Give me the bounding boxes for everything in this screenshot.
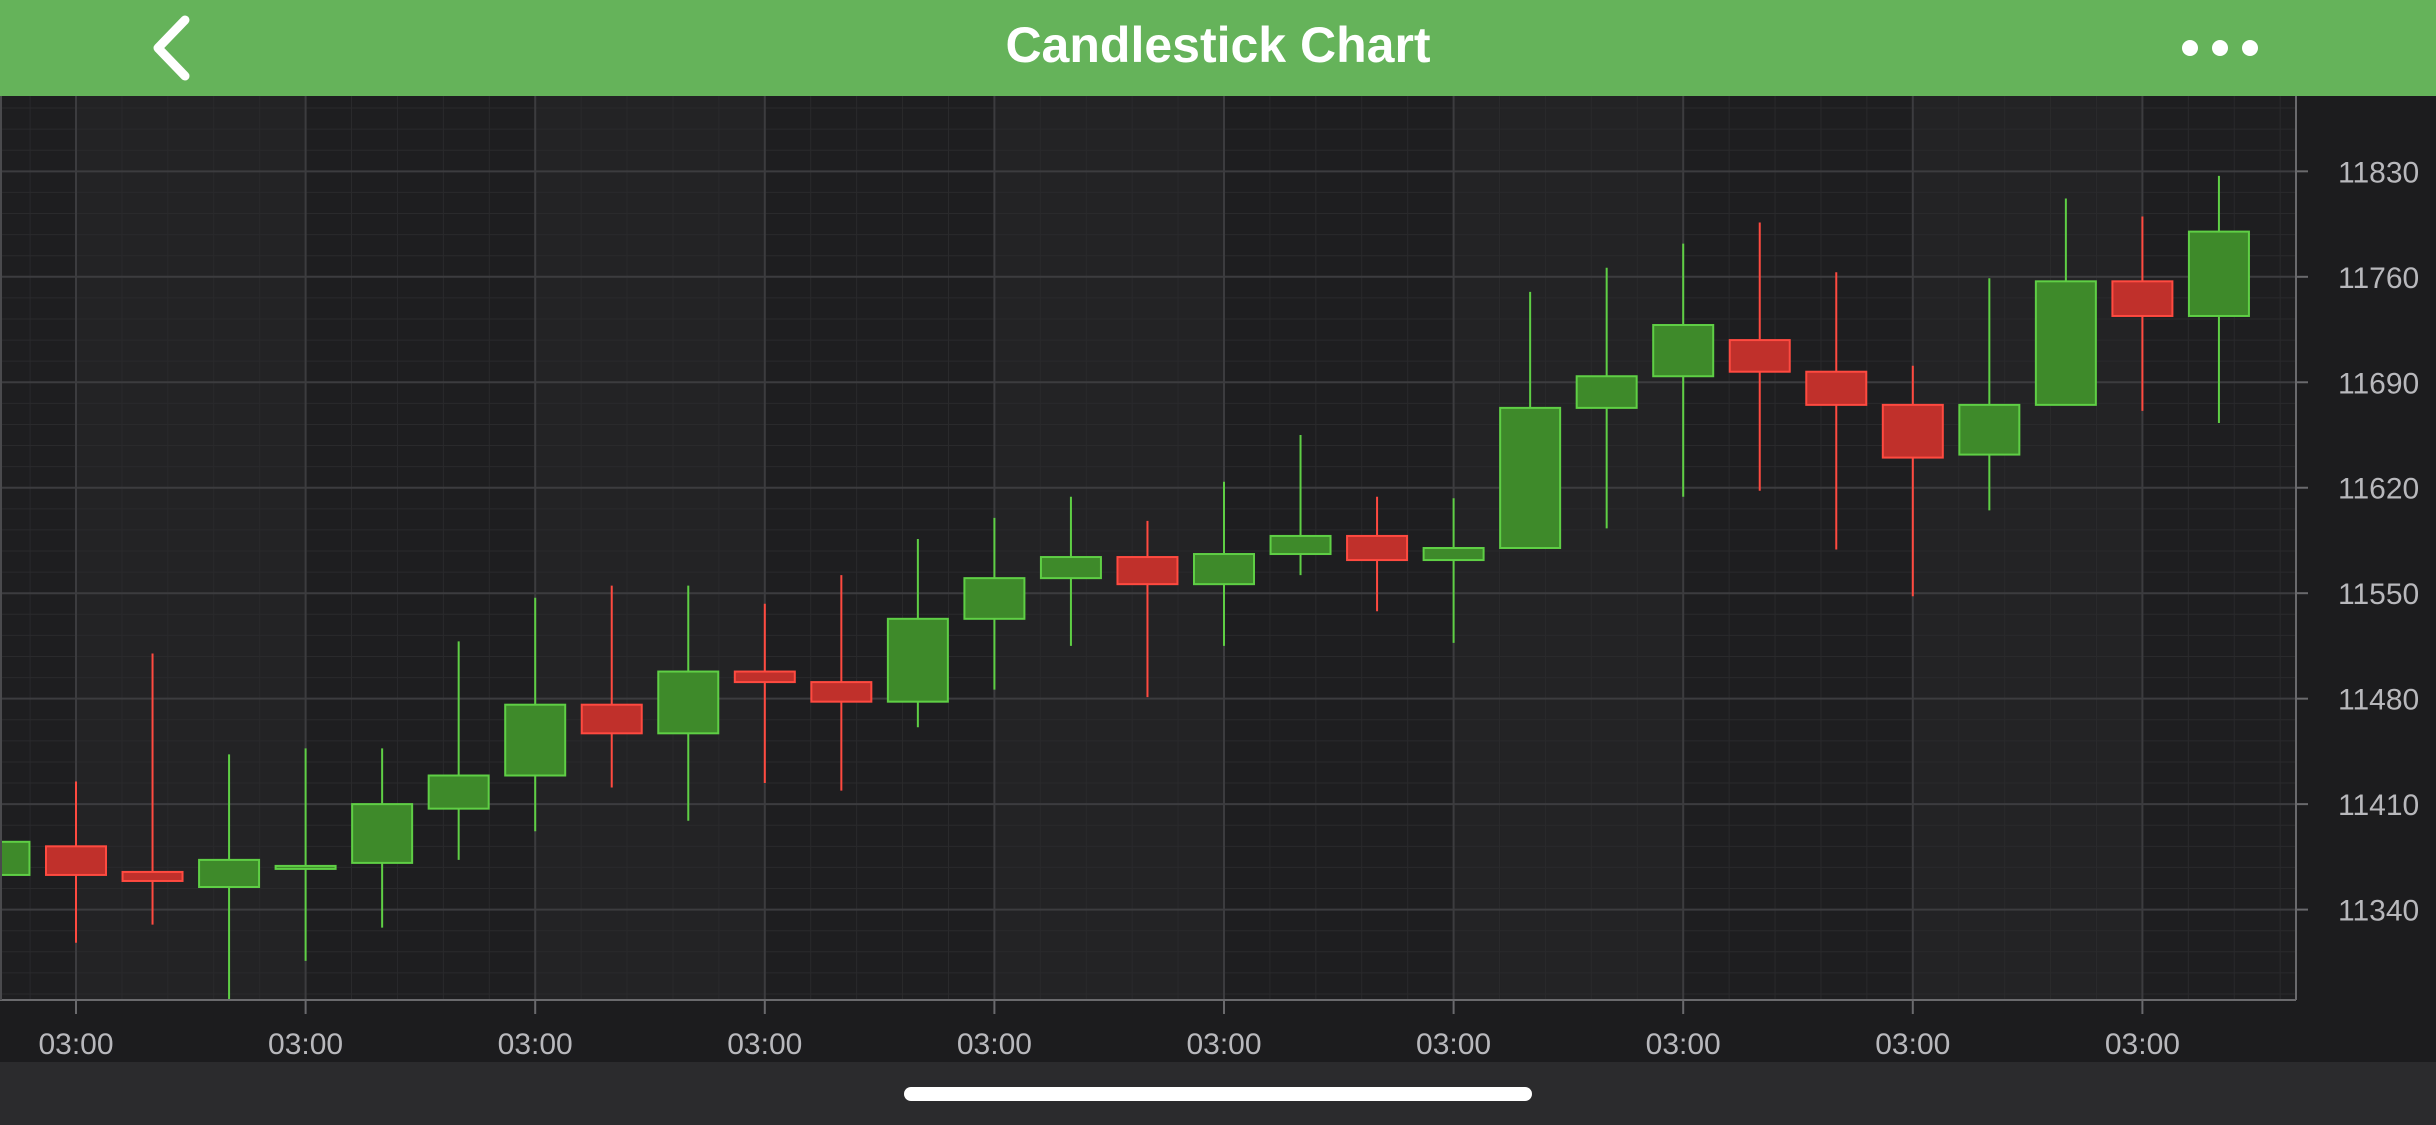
grid-band (535, 96, 765, 1000)
grid-band (764, 96, 995, 1000)
candle-body (963, 577, 1026, 620)
candle-body (351, 803, 414, 864)
candlestick[interactable] (1193, 481, 1256, 646)
more-horizontal-icon (2182, 40, 2258, 56)
candlestick[interactable] (963, 517, 1026, 690)
candle-body (504, 703, 567, 777)
x-tick-label: 03:00 (1646, 1028, 1721, 1061)
candlestick[interactable] (427, 641, 490, 860)
candlestick[interactable] (580, 585, 643, 788)
chevron-left-icon (153, 15, 190, 81)
candle-body (1881, 403, 1944, 459)
x-tick-label: 03:00 (957, 1028, 1032, 1061)
candlestick[interactable] (1269, 435, 1332, 576)
candle-body (2187, 230, 2250, 317)
grid-band (76, 96, 306, 1000)
app-header: Candlestick Chart (0, 0, 2436, 96)
candle-body (1269, 534, 1332, 556)
candlestick[interactable] (1422, 498, 1485, 643)
candle-body (1958, 403, 2021, 456)
x-tick-label: 03:00 (1875, 1028, 1950, 1061)
candlestick[interactable] (504, 597, 567, 832)
candlestick[interactable] (1652, 243, 1715, 497)
x-tick-label: 03:00 (268, 1028, 343, 1061)
x-tick-label: 03:00 (1416, 1028, 1491, 1061)
candlestick[interactable] (1575, 267, 1638, 529)
candlestick[interactable] (1116, 520, 1179, 698)
candle-body (427, 774, 490, 810)
page-title: Candlestick Chart (1005, 17, 1431, 73)
candle-body (580, 703, 643, 735)
y-tick-label: 11620 (2338, 473, 2419, 506)
more-button[interactable] (2170, 20, 2270, 76)
candle-body (1575, 375, 1638, 409)
chart-area[interactable]: 11340 11410 11480 11550 11620 11690 11760 11830… (0, 96, 2436, 1062)
x-tick-label: 03:00 (498, 1028, 573, 1061)
y-tick-label: 11690 (2338, 367, 2419, 400)
y-tick-label: 11550 (2338, 578, 2419, 611)
candle-body (1728, 339, 1791, 373)
candlestick[interactable] (1346, 496, 1409, 612)
x-tick-label: 03:00 (2105, 1028, 2180, 1061)
x-tick-label: 03:00 (1186, 1028, 1261, 1061)
candlestick[interactable] (1039, 496, 1102, 646)
candle-body (45, 845, 108, 876)
candlestick[interactable] (2111, 216, 2174, 411)
candle-body (1422, 547, 1485, 562)
candle-body (1193, 553, 1256, 586)
grid-band (1683, 96, 1913, 1000)
back-button[interactable] (130, 10, 210, 86)
candlestick[interactable] (810, 575, 873, 791)
candle-body (0, 840, 31, 876)
candlestick[interactable] (121, 653, 184, 925)
candlestick[interactable] (886, 538, 949, 728)
candlestick[interactable] (1805, 272, 1868, 550)
candle-body (810, 681, 873, 703)
candlestick[interactable] (733, 603, 796, 784)
candle-body (2111, 280, 2174, 317)
y-tick-label: 11830 (2338, 156, 2419, 189)
candle-body (2034, 280, 2097, 406)
grid-band (1224, 96, 1454, 1000)
x-tick-label: 03:00 (727, 1028, 802, 1061)
candle-body (886, 617, 949, 703)
candle-body (198, 858, 261, 889)
x-tick-label: 03:00 (38, 1028, 113, 1061)
candle-body (1805, 370, 1868, 406)
candlestick[interactable] (274, 748, 337, 961)
candlestick[interactable] (2187, 175, 2250, 423)
home-indicator[interactable] (904, 1087, 1532, 1101)
candle-body (121, 870, 184, 882)
candle-body (274, 864, 337, 870)
candlestick[interactable] (1499, 291, 1562, 549)
candle-body (1499, 406, 1562, 549)
grid-band (1912, 96, 2143, 1000)
candlestick[interactable] (1728, 222, 1791, 491)
grid-band (1453, 96, 1684, 1000)
candle-body (733, 670, 796, 684)
y-tick-label: 11340 (2338, 895, 2419, 928)
candlestick[interactable] (657, 585, 720, 821)
grid-band (305, 96, 536, 1000)
candlestick[interactable] (0, 840, 31, 876)
candlestick[interactable] (2034, 198, 2097, 406)
candle-body (1116, 556, 1179, 586)
y-tick-label: 11760 (2338, 262, 2419, 295)
candlestick[interactable] (198, 754, 261, 1000)
candle-body (1652, 324, 1715, 378)
y-tick-label: 11480 (2338, 684, 2419, 717)
candlestick-chart[interactable]: 11340 11410 11480 11550 11620 11690 11760 11830… (0, 96, 2436, 1062)
grid-band (994, 96, 1224, 1000)
candle-body (1346, 534, 1409, 562)
y-tick-label: 11410 (2338, 789, 2419, 822)
candle-body (1039, 556, 1102, 580)
candlestick[interactable] (1958, 278, 2021, 511)
candle-body (657, 670, 720, 735)
candlestick[interactable] (45, 781, 108, 943)
candlestick[interactable] (351, 748, 414, 928)
candlestick[interactable] (1881, 365, 1944, 597)
